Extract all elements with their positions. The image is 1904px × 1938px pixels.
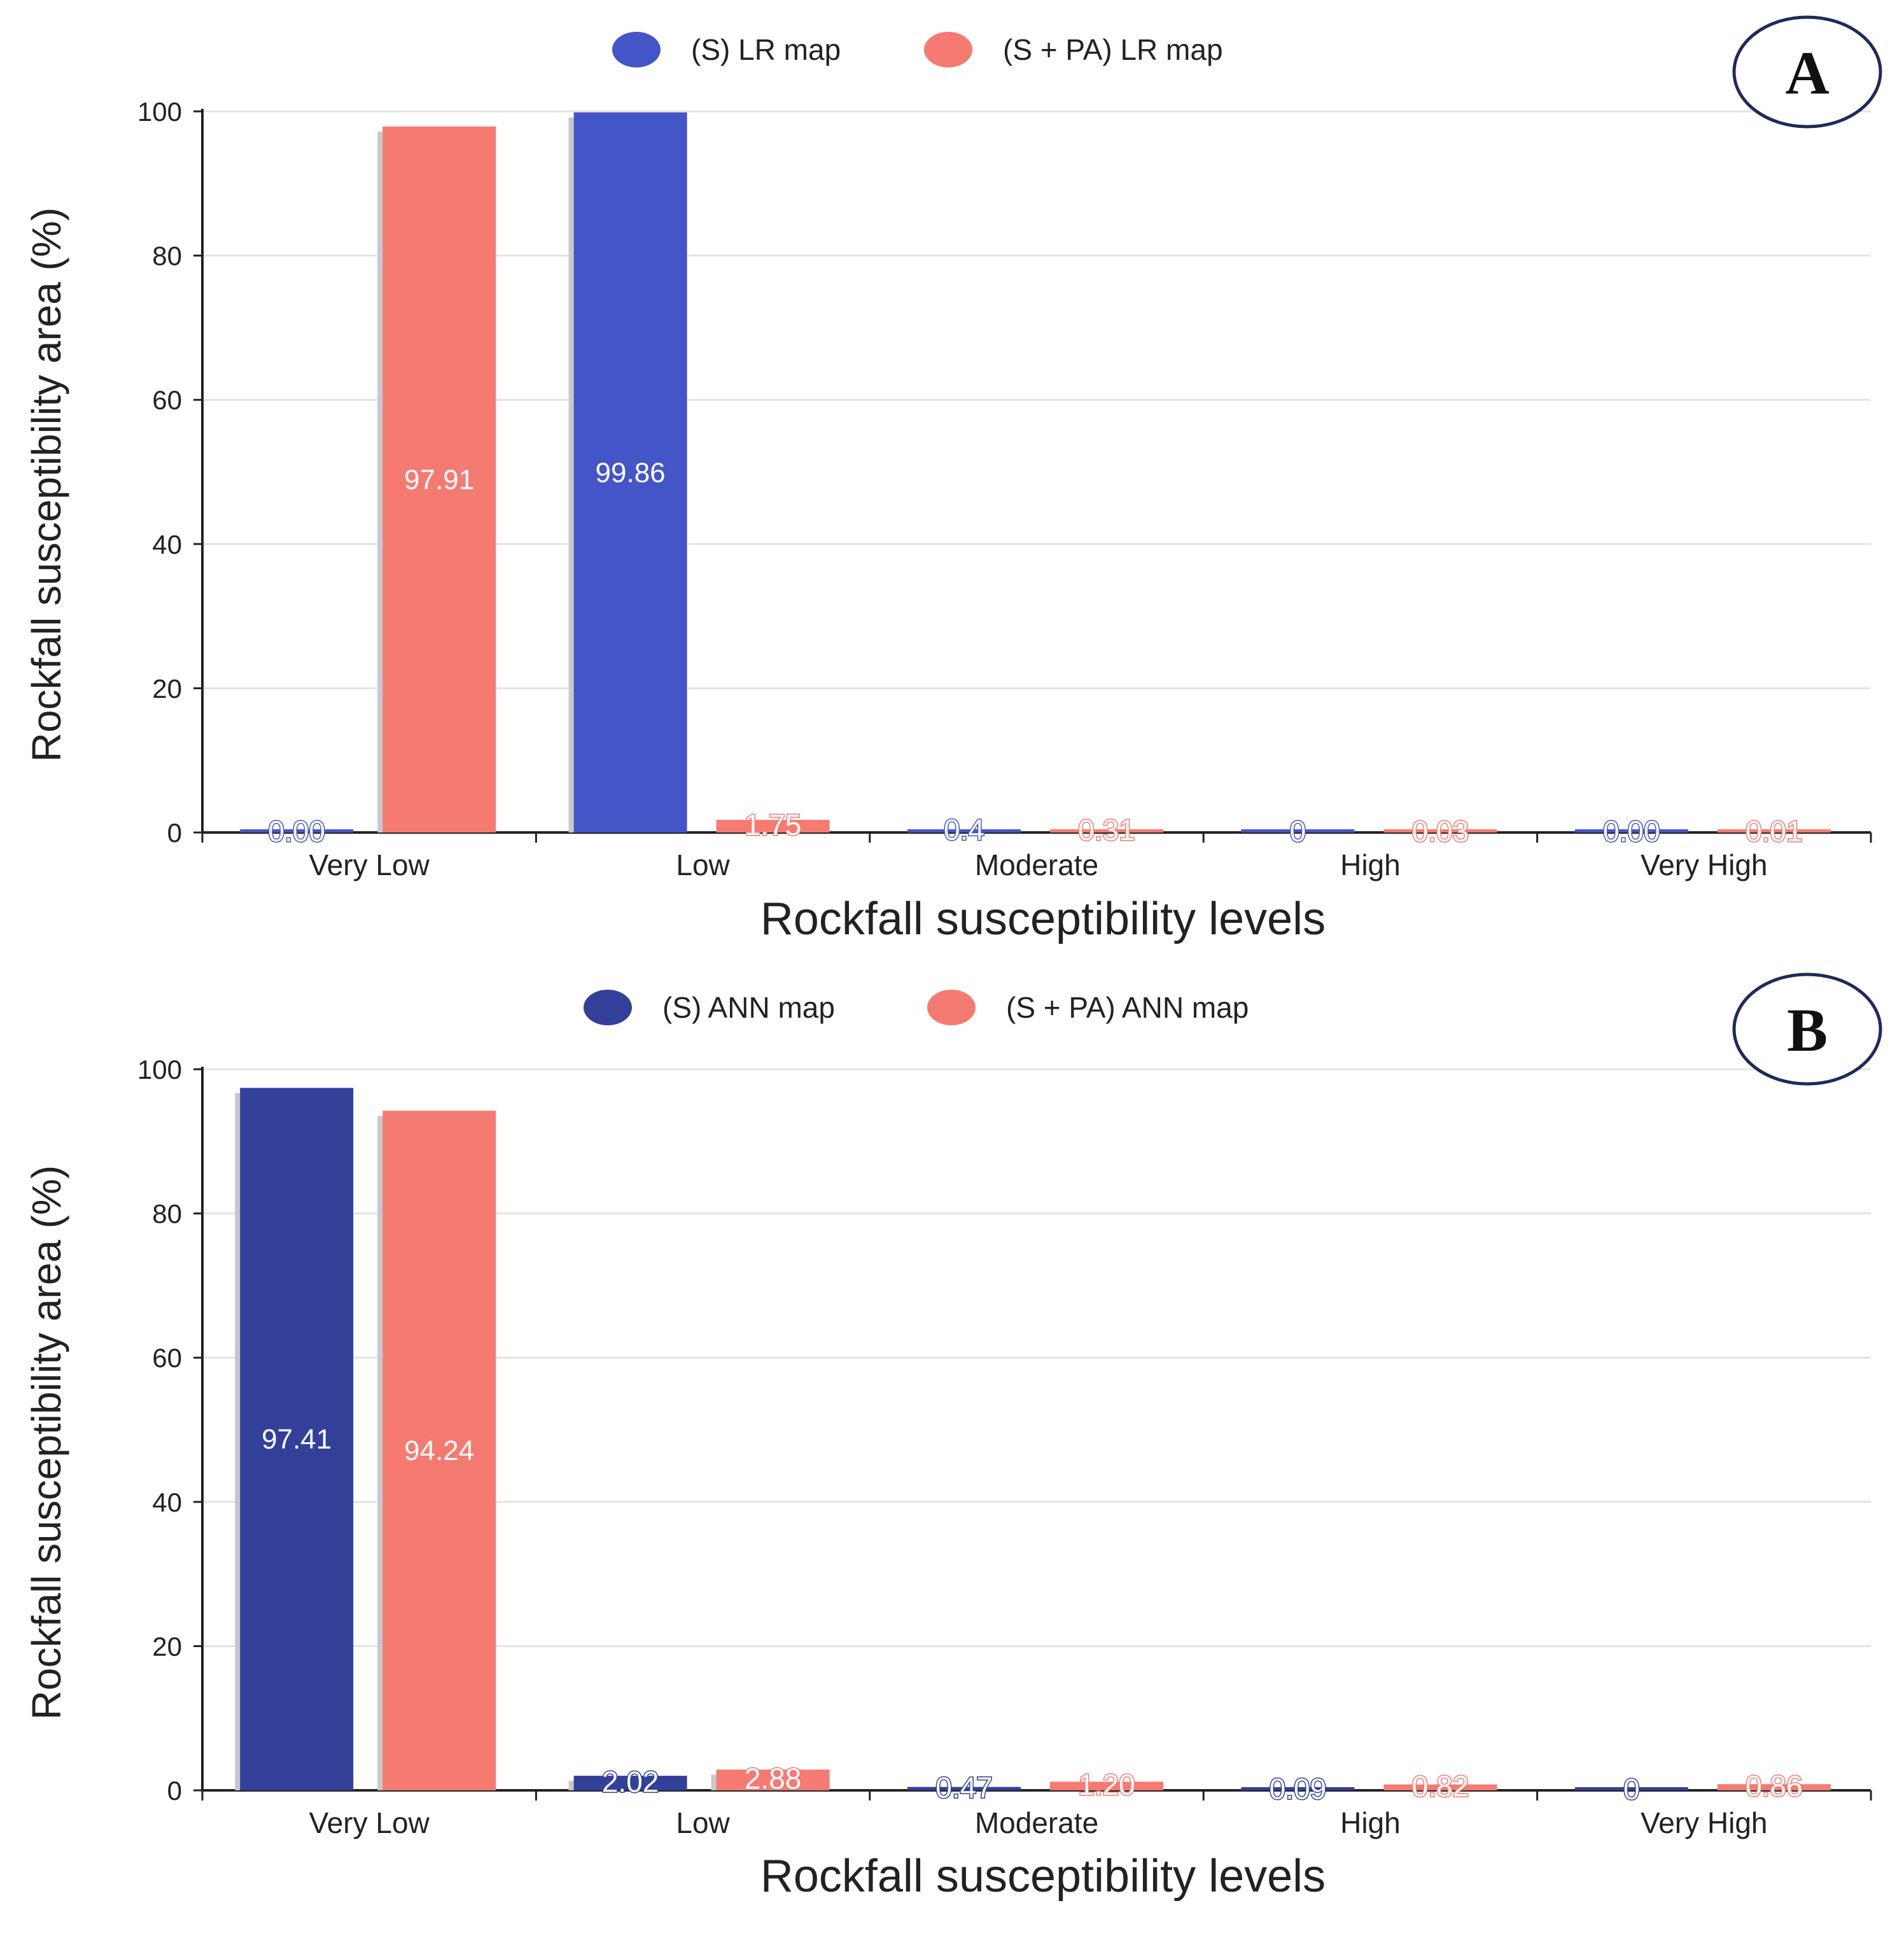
c1-bar-shadow-1-1: [711, 1774, 717, 1790]
c1-panel-label: B: [1787, 996, 1828, 1064]
c1-category-label-1: Low: [676, 1806, 730, 1839]
c0-bar-1-0[interactable]: [382, 126, 496, 833]
c1-data-label-0-4: 0: [1623, 1773, 1640, 1806]
c0-bar-0-1[interactable]: [573, 112, 687, 833]
c0-y-tick-label-1: 20: [152, 673, 182, 703]
chart-panel-a: 0 20 40 60 80 100 Very Low Low Moderate High Very …: [24, 15, 1882, 944]
c0-bar-1-2[interactable]: [1050, 829, 1163, 832]
c0-panel-label: A: [1785, 39, 1829, 107]
c1-bar-0-4[interactable]: [1574, 1787, 1688, 1790]
c0-panel-badge: [1732, 15, 1882, 129]
c1-bar-0-1[interactable]: [573, 1776, 687, 1790]
c1-legend-swatch-0: [584, 990, 632, 1025]
c1-bar-shadow-1-0: [377, 1116, 383, 1790]
c0-legend-swatch-1: [924, 32, 972, 67]
c0-bar-1-3[interactable]: [1383, 829, 1497, 832]
c1-data-label-0-1: 2.02: [602, 1766, 659, 1799]
c1-data-label-1-0: 94.24: [404, 1435, 474, 1466]
c0-data-label-0-1: 99.86: [596, 457, 666, 488]
c1-bar-1-3[interactable]: [1383, 1784, 1497, 1790]
chart-panel-b: 0 20 40 60 80 100 Very Low Low Moderate High Very …: [24, 973, 1882, 1902]
c1-data-label-0-0: 97.41: [262, 1424, 332, 1455]
c0-legend-swatch-0: [612, 32, 661, 67]
c0-bar-0-3[interactable]: [1241, 829, 1355, 832]
c0-data-label-0-4: 0.00: [1603, 815, 1660, 848]
c1-y-tick-label-5: 100: [137, 1055, 182, 1085]
c1-bar-shadow-0-0: [235, 1093, 241, 1790]
c1-bar-1-4[interactable]: [1717, 1784, 1831, 1790]
c0-bar-0-2[interactable]: [907, 829, 1021, 832]
c0-data-label-1-0: 97.91: [404, 464, 474, 495]
c1-bar-0-0[interactable]: [240, 1088, 354, 1790]
c0-data-label-0-2: 0.4: [944, 813, 984, 846]
c0-data-label-1-3: 0.03: [1412, 815, 1469, 848]
c0-legend-label-1: (S + PA) LR map: [1003, 33, 1223, 66]
c0-x-axis-title: Rockfall susceptibility levels: [760, 894, 1326, 944]
c0-category-label-3: High: [1340, 848, 1401, 881]
c0-bar-shadow-1-0: [377, 131, 383, 833]
c1-bar-1-0[interactable]: [382, 1111, 496, 1790]
c0-data-label-1-1: 1.75: [745, 808, 802, 841]
c0-y-tick-label-3: 60: [152, 385, 182, 415]
c0-bar-1-4[interactable]: [1717, 829, 1831, 832]
c0-y-tick-label-2: 40: [152, 530, 182, 559]
c1-y-tick-label-3: 60: [152, 1343, 182, 1373]
c1-x-axis-title: Rockfall susceptibility levels: [760, 1851, 1326, 1902]
c0-category-label-0: Very Low: [309, 848, 430, 881]
c1-panel-badge: [1732, 973, 1882, 1086]
c0-data-label-0-0: 0.00: [268, 815, 325, 848]
c1-legend-label-0: (S) ANN map: [662, 991, 835, 1024]
c0-bar-0-0[interactable]: [240, 829, 354, 832]
c1-bar-1-1[interactable]: [716, 1769, 830, 1790]
c1-category-label-0: Very Low: [309, 1806, 430, 1839]
c0-category-label-1: Low: [676, 848, 730, 881]
c0-y-tick-label-0: 0: [167, 818, 182, 848]
c0-bar-1-1[interactable]: [716, 820, 830, 832]
c1-category-label-4: Very High: [1641, 1806, 1767, 1839]
c1-y-tick-label-0: 0: [167, 1776, 182, 1806]
c1-category-label-2: Moderate: [975, 1806, 1098, 1839]
c1-y-tick-label-4: 80: [152, 1199, 182, 1229]
c0-y-tick-label-4: 80: [152, 241, 182, 271]
c1-data-label-1-2: 1.20: [1078, 1768, 1135, 1801]
c1-data-label-1-1: 2.88: [745, 1762, 802, 1795]
c1-y-tick-label-1: 20: [152, 1631, 182, 1661]
c1-bar-shadow-0-1: [568, 1781, 574, 1790]
c1-data-label-0-2: 0.47: [935, 1771, 993, 1804]
c1-data-label-1-4: 0.86: [1746, 1769, 1803, 1802]
c1-data-label-1-3: 0.82: [1412, 1769, 1469, 1802]
c0-category-label-2: Moderate: [975, 848, 1098, 881]
c1-bar-0-2[interactable]: [907, 1787, 1021, 1790]
c1-data-label-0-3: 0.09: [1270, 1772, 1327, 1805]
c1-bar-0-3[interactable]: [1241, 1787, 1355, 1790]
c1-y-tick-label-2: 40: [152, 1487, 182, 1517]
c1-y-axis-title: Rockfall susceptibility area (%): [24, 1165, 69, 1720]
c1-legend-label-1: (S + PA) ANN map: [1006, 991, 1249, 1024]
c0-bar-0-4[interactable]: [1574, 829, 1688, 832]
c0-bar-shadow-0-1: [568, 117, 574, 833]
c0-data-label-1-2: 0.31: [1078, 813, 1135, 846]
c0-y-tick-label-5: 100: [137, 97, 182, 127]
c0-y-axis-title: Rockfall susceptibility area (%): [24, 207, 69, 762]
c0-data-label-0-3: 0: [1290, 815, 1306, 848]
c0-legend-label-0: (S) LR map: [691, 33, 841, 66]
c1-category-label-3: High: [1340, 1806, 1401, 1839]
c1-legend-swatch-1: [927, 990, 976, 1025]
c0-data-label-1-4: 0.01: [1746, 815, 1803, 848]
c1-bar-1-2[interactable]: [1050, 1781, 1163, 1790]
c0-category-label-4: Very High: [1641, 848, 1767, 881]
